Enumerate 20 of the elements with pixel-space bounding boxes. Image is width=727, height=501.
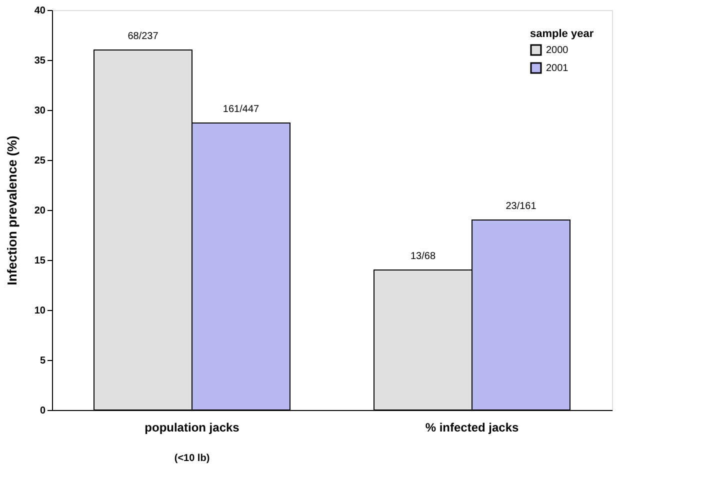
x-tick-label: population jacks [144, 420, 240, 434]
text: (<10 lb) [174, 453, 210, 464]
legend-title: sample year [530, 28, 594, 40]
y-axis-title: Infection prevalence (%) [4, 136, 20, 286]
data-label: 13/68 [410, 251, 436, 262]
legend-label: 2001 [546, 63, 569, 74]
y-tick-label: 0 [40, 406, 46, 416]
y-tick-label: 10 [34, 306, 46, 316]
y-tick-label: 35 [34, 56, 46, 66]
legend-label: 2000 [546, 45, 569, 56]
y-tick-label: 25 [34, 156, 46, 166]
data-label: 161/447 [222, 104, 260, 115]
data-label: 68/237 [128, 31, 159, 42]
y-tick-label: 15 [34, 256, 46, 266]
y-tick-label: 30 [34, 106, 46, 116]
x-tick-label: % infected jacks [425, 420, 520, 434]
data-label: 23/161 [506, 201, 537, 212]
y-tick-label: 40 [34, 6, 46, 16]
y-tick-label: 20 [34, 206, 46, 216]
y-tick-label: 5 [40, 356, 46, 366]
